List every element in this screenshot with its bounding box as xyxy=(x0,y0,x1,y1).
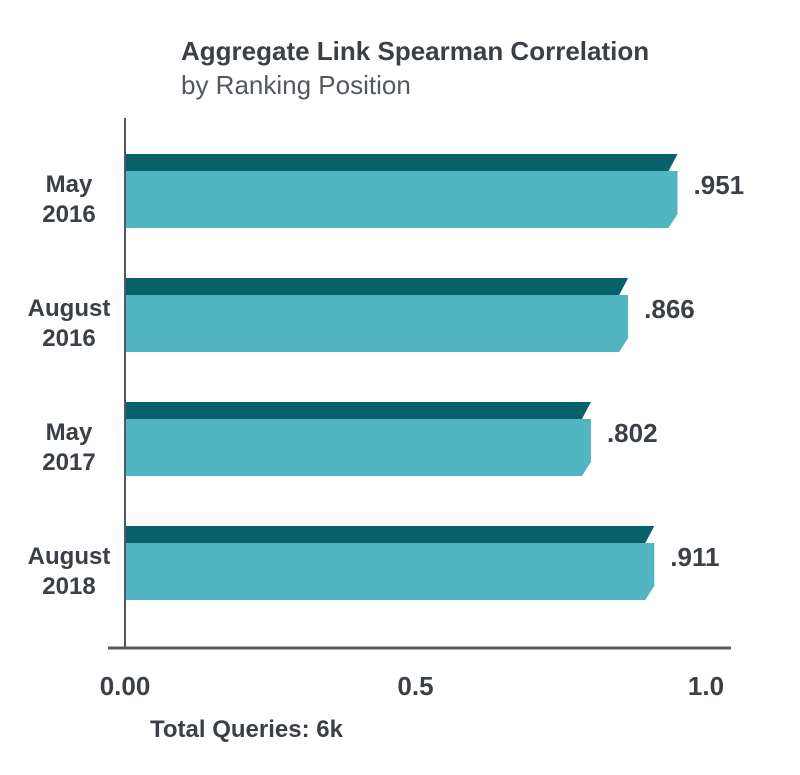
bar-1 xyxy=(125,295,629,352)
x-tick-label-0: 0.00 xyxy=(100,671,151,701)
x-tick-label-1: 0.5 xyxy=(397,671,433,701)
bar-top-3 xyxy=(125,526,655,543)
x-tick-labels: 0.00 0.5 1.0 xyxy=(100,671,724,701)
category-label-0-1: 2016 xyxy=(42,201,95,228)
bar-top-1 xyxy=(125,278,629,295)
bar-3 xyxy=(125,543,655,600)
value-label-2: .802 xyxy=(607,418,658,448)
category-label-0-0: May xyxy=(46,171,93,198)
category-label-1-0: August xyxy=(28,295,111,322)
bar-top-2 xyxy=(125,402,591,419)
value-label-0: .951 xyxy=(694,170,745,200)
value-label-3: .911 xyxy=(670,542,719,572)
chart-subtitle: by Ranking Position xyxy=(181,70,411,100)
category-label-2-0: May xyxy=(46,419,93,446)
bars-layer: .951 May 2016 .866 August 2016 .802 May 2017 .911… xyxy=(28,154,744,600)
value-label-1: .866 xyxy=(644,294,695,324)
category-label-3-1: 2018 xyxy=(42,573,95,600)
chart-title: Aggregate Link Spearman Correlation xyxy=(181,36,650,66)
bar-0 xyxy=(125,171,678,228)
category-label-3-0: August xyxy=(28,543,111,570)
x-tick-label-2: 1.0 xyxy=(688,671,724,701)
footnote-total-queries: Total Queries: 6k xyxy=(150,716,343,743)
bar-top-0 xyxy=(125,154,678,171)
category-label-1-1: 2016 xyxy=(42,325,95,352)
bar-2 xyxy=(125,419,591,476)
category-label-2-1: 2017 xyxy=(42,449,95,476)
